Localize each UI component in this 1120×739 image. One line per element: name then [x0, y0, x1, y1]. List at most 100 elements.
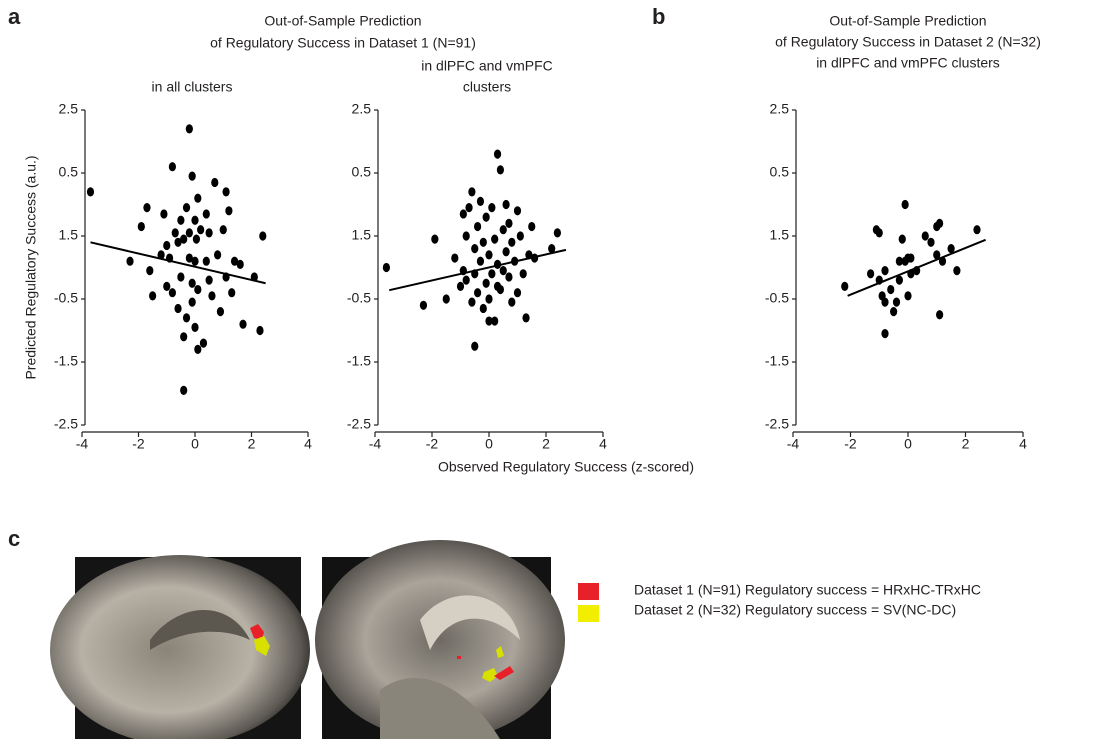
point	[493, 149, 502, 159]
legend-swatch	[578, 605, 599, 622]
fit-line	[847, 238, 987, 297]
x-tick-label: -4	[787, 436, 800, 452]
point	[482, 278, 490, 288]
point	[898, 234, 906, 244]
point	[901, 199, 909, 210]
point	[516, 231, 524, 241]
point	[208, 291, 216, 301]
y-tick-label: -2.5	[347, 416, 371, 432]
point	[468, 297, 476, 307]
y-tick-label: 2.5	[770, 101, 790, 117]
x-tick-label: 2	[248, 436, 256, 452]
point	[180, 385, 188, 395]
point	[499, 266, 507, 276]
point	[431, 234, 439, 244]
point	[442, 294, 450, 304]
point	[491, 234, 499, 244]
y-tick-label: -0.5	[765, 290, 789, 306]
x-tick-label: -2	[426, 436, 439, 452]
point	[476, 196, 485, 206]
y-axis-label: Predicted Regulatory Success (a.u.)	[23, 155, 39, 379]
legend-swatch	[578, 583, 599, 600]
point	[548, 244, 556, 254]
point	[488, 269, 496, 279]
point	[205, 228, 213, 238]
point	[259, 231, 267, 241]
point	[921, 231, 929, 241]
y-tick-label: 1.5	[770, 227, 790, 243]
x-tick-label: 4	[304, 436, 312, 452]
subtitle: in all clusters	[152, 79, 233, 95]
y-tick-label: -0.5	[54, 290, 78, 306]
point	[194, 193, 202, 203]
point	[875, 228, 883, 238]
point	[202, 209, 210, 219]
point	[513, 288, 522, 298]
point	[174, 237, 182, 247]
point	[146, 266, 154, 276]
point	[419, 300, 428, 310]
y-tick-label: -1.5	[54, 353, 78, 369]
point	[180, 332, 188, 342]
point	[485, 294, 493, 304]
point	[927, 237, 935, 247]
point	[895, 256, 903, 266]
point	[505, 272, 513, 282]
point	[216, 307, 225, 317]
point	[222, 187, 230, 197]
point	[168, 162, 176, 172]
point	[887, 284, 895, 295]
point	[505, 218, 513, 228]
point	[867, 269, 875, 279]
chart-title: in dlPFC and vmPFC clusters	[816, 55, 1000, 71]
x-tick-label: 0	[191, 436, 199, 452]
point	[485, 316, 493, 326]
point	[149, 291, 157, 301]
y-tick-label: -2.5	[54, 416, 78, 432]
point	[185, 124, 193, 134]
subtitle: clusters	[463, 79, 511, 95]
point	[474, 288, 482, 298]
brain-image	[50, 555, 310, 739]
point	[502, 247, 510, 257]
x-tick-label: 2	[962, 436, 970, 452]
point	[471, 341, 479, 351]
point	[479, 237, 487, 247]
brain-image	[315, 540, 565, 739]
point	[892, 297, 901, 307]
point	[496, 165, 504, 175]
point	[163, 281, 171, 291]
point	[493, 281, 502, 291]
point	[205, 275, 213, 285]
point	[462, 231, 470, 241]
y-tick-label: -1.5	[765, 353, 789, 369]
point	[502, 199, 510, 210]
point	[188, 171, 196, 181]
point	[214, 250, 222, 260]
point	[933, 250, 941, 260]
point	[182, 203, 191, 213]
point	[451, 253, 459, 263]
point	[936, 218, 944, 228]
point	[163, 240, 171, 251]
point	[219, 225, 227, 235]
point	[239, 319, 247, 329]
point	[522, 313, 530, 323]
point	[907, 253, 915, 263]
point	[188, 278, 196, 288]
x-tick-label: -4	[76, 436, 89, 452]
subtitle: in dlPFC and vmPFC	[421, 58, 552, 74]
x-tick-label: 0	[485, 436, 493, 452]
y-tick-label: -2.5	[765, 416, 789, 432]
y-tick-label: 0.5	[59, 164, 79, 180]
y-tick-label: -1.5	[347, 353, 371, 369]
point	[256, 325, 264, 336]
x-tick-label: 4	[1019, 436, 1027, 452]
legend-label: Dataset 2 (N=32) Regulatory success = SV…	[634, 602, 956, 618]
point	[904, 291, 912, 301]
point	[177, 215, 185, 225]
panel-title: of Regulatory Success in Dataset 1 (N=91…	[210, 35, 476, 51]
x-tick-label: -4	[369, 436, 382, 452]
